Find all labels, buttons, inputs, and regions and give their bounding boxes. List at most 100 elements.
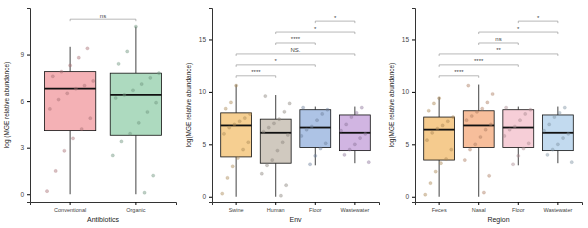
median xyxy=(44,88,95,90)
point xyxy=(367,161,370,164)
point xyxy=(517,154,520,157)
box-body xyxy=(339,115,370,151)
comparisons: *****NS.****** xyxy=(236,15,355,78)
point xyxy=(80,127,83,130)
bracket xyxy=(70,19,136,21)
significance-label: * xyxy=(537,15,540,21)
y-tick-label: 0 xyxy=(405,193,409,200)
x-tick: Floor xyxy=(512,202,525,213)
whisker xyxy=(354,151,355,164)
x-axis: ConventionalOrganic xyxy=(31,202,177,213)
y-tick-label: 9 xyxy=(20,51,24,58)
point xyxy=(222,132,225,135)
point xyxy=(285,184,288,187)
y-axis-title: log(MGE relative abundance) xyxy=(388,63,396,148)
point xyxy=(226,176,229,179)
x-tick-label: Floor xyxy=(512,207,525,213)
point xyxy=(272,122,275,125)
whisker xyxy=(557,151,558,164)
point xyxy=(489,123,492,126)
y-tick-mark xyxy=(27,194,30,195)
point xyxy=(424,193,427,196)
x-tick: Conventional xyxy=(54,202,86,213)
point xyxy=(427,109,430,112)
x-tick: Wastewater xyxy=(340,202,369,213)
whisker xyxy=(135,135,136,194)
box-body xyxy=(260,119,291,163)
x-tick: Feces xyxy=(432,202,447,213)
point xyxy=(146,110,149,113)
point xyxy=(548,123,551,126)
point xyxy=(505,106,508,109)
point xyxy=(444,157,447,160)
y-tick-label: 15 xyxy=(199,36,207,43)
point xyxy=(243,117,246,120)
point xyxy=(152,174,155,177)
y-tick-label: 10 xyxy=(199,88,207,95)
point xyxy=(474,143,477,146)
point xyxy=(441,124,444,127)
panel: 051015FecesNasalFloorWastewaterRegionlog… xyxy=(388,9,583,225)
y-tick-mark xyxy=(27,101,30,102)
y-axis: 051015 xyxy=(402,9,416,203)
point xyxy=(262,130,265,133)
point xyxy=(527,142,530,145)
point xyxy=(479,135,482,138)
y-tick: 6 xyxy=(20,98,30,105)
x-tick-label: Wastewater xyxy=(543,207,572,213)
point xyxy=(137,121,140,124)
point xyxy=(558,111,561,114)
x-tick-label: Floor xyxy=(309,207,322,213)
x-tick-label: Feces xyxy=(432,207,447,213)
x-tick-label: Swine xyxy=(229,207,244,213)
whisker xyxy=(518,107,519,110)
y-tick-mark xyxy=(412,197,415,198)
point xyxy=(524,112,527,115)
point xyxy=(551,148,554,151)
point xyxy=(451,115,454,118)
point xyxy=(567,132,570,135)
point xyxy=(326,108,329,111)
point xyxy=(463,158,466,161)
whisker xyxy=(236,157,237,197)
x-axis-title: Env xyxy=(289,216,302,223)
y-tick-mark xyxy=(412,39,415,40)
point xyxy=(114,96,117,99)
point xyxy=(542,129,545,132)
x-tick-mark xyxy=(315,202,316,205)
point xyxy=(475,110,478,113)
significance-label: * xyxy=(275,58,278,64)
point xyxy=(77,56,80,59)
y-tick-label: 0 xyxy=(202,193,206,200)
point xyxy=(154,101,157,104)
figure: 0369ConventionalOrganicAntibioticslog (M… xyxy=(0,0,588,228)
point xyxy=(231,165,234,168)
whisker xyxy=(275,163,276,197)
box xyxy=(424,97,455,197)
y-axis-line xyxy=(27,9,31,203)
point xyxy=(529,108,532,111)
point xyxy=(281,141,284,144)
point xyxy=(431,131,434,134)
point xyxy=(247,141,250,144)
point xyxy=(236,156,239,159)
point xyxy=(450,148,453,151)
x-tick: Human xyxy=(267,202,285,213)
point xyxy=(51,75,54,78)
y-tick: 9 xyxy=(20,51,30,58)
point xyxy=(288,102,291,105)
point xyxy=(286,133,289,136)
x-tick: Nasal xyxy=(472,202,486,213)
point xyxy=(221,192,224,195)
y-tick: 0 xyxy=(202,193,212,200)
y-tick: 0 xyxy=(20,191,30,198)
point xyxy=(120,140,123,143)
box-body xyxy=(300,110,331,148)
point xyxy=(149,76,152,79)
significance-label: ns xyxy=(495,36,501,42)
point xyxy=(233,123,236,126)
significance-label: **** xyxy=(251,69,261,75)
point xyxy=(436,127,439,130)
median xyxy=(300,127,331,129)
point xyxy=(276,149,279,152)
